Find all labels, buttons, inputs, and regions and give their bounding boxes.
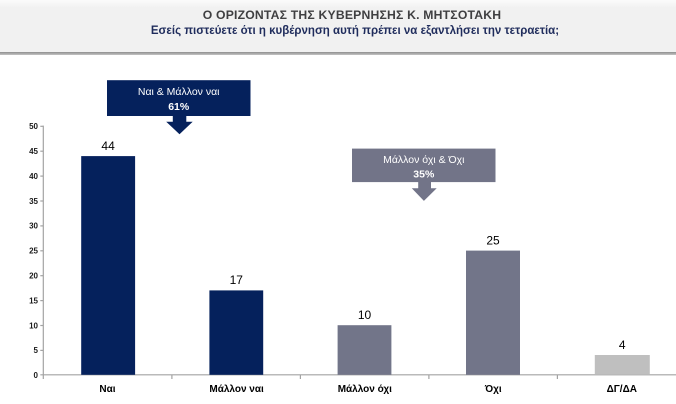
svg-text:15: 15 [29, 296, 38, 305]
svg-text:10: 10 [29, 321, 38, 330]
svg-text:45: 45 [29, 147, 38, 156]
svg-text:Όχι: Όχι [484, 384, 502, 395]
svg-text:35%: 35% [413, 168, 435, 180]
svg-text:17: 17 [230, 273, 244, 287]
svg-text:Ναι: Ναι [99, 384, 115, 395]
svg-text:4: 4 [619, 338, 626, 352]
svg-text:20: 20 [29, 272, 38, 281]
svg-text:30: 30 [29, 222, 38, 231]
svg-text:Μάλλον ναι: Μάλλον ναι [209, 384, 264, 395]
svg-text:Μάλλον όχι: Μάλλον όχι [338, 384, 392, 395]
svg-text:25: 25 [486, 233, 500, 247]
svg-text:25: 25 [29, 247, 38, 256]
svg-text:0: 0 [34, 371, 39, 380]
svg-text:5: 5 [34, 346, 39, 355]
svg-text:61%: 61% [168, 101, 190, 113]
svg-text:Μάλλον όχι & Όχι: Μάλλον όχι & Όχι [383, 154, 465, 166]
svg-text:40: 40 [29, 172, 38, 181]
svg-text:ΔΓ/ΔΑ: ΔΓ/ΔΑ [607, 384, 637, 395]
svg-text:Ναι & Μάλλον ναι: Ναι & Μάλλον ναι [138, 86, 220, 98]
svg-text:35: 35 [29, 197, 38, 206]
svg-text:50: 50 [29, 122, 38, 131]
svg-text:44: 44 [101, 139, 115, 153]
svg-text:10: 10 [358, 308, 372, 322]
